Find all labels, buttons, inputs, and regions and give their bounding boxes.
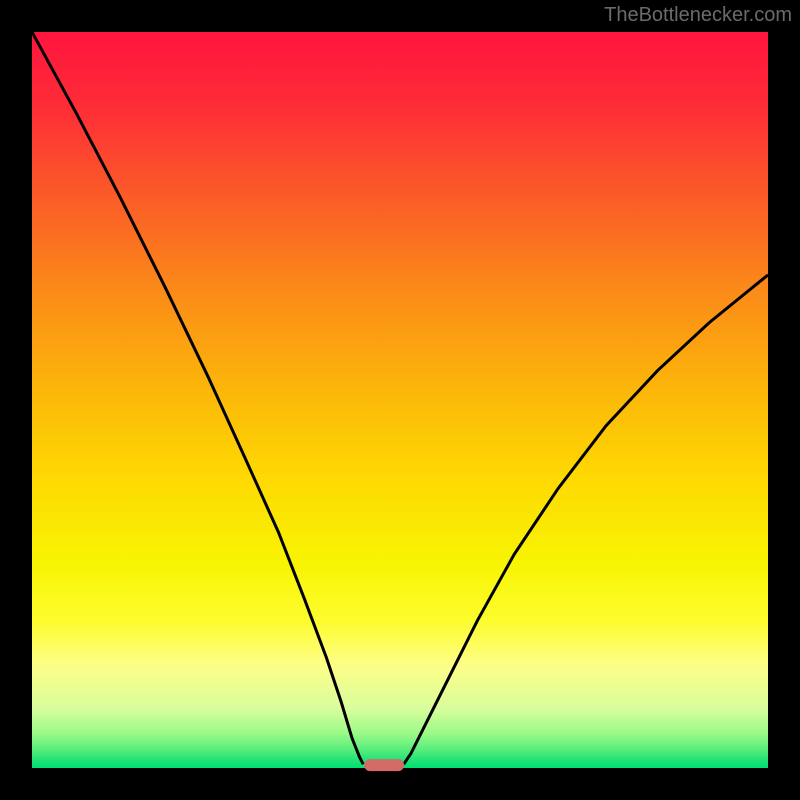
- chart-curves-svg: [32, 32, 768, 768]
- left-curve: [32, 32, 363, 764]
- right-curve: [404, 275, 768, 764]
- bottleneck-marker: [364, 759, 404, 771]
- chart-plot-area: [32, 32, 768, 768]
- watermark-text: TheBottlenecker.com: [604, 4, 792, 27]
